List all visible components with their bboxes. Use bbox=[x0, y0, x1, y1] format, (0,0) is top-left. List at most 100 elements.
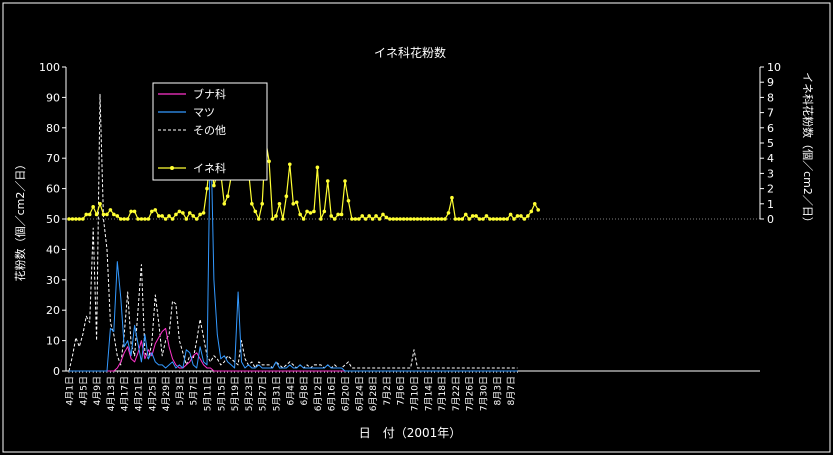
x-tick-label: 8月3日 bbox=[492, 376, 503, 405]
x-axis-label: 日 付（2001年） bbox=[359, 426, 462, 440]
legend-label-buna: ブナ科 bbox=[193, 87, 226, 101]
y-tick-label-right: 0 bbox=[767, 213, 774, 226]
series-ine-point bbox=[501, 217, 506, 221]
legend-label-matsu: マツ bbox=[193, 106, 215, 119]
series-ine-point bbox=[84, 212, 89, 217]
series-matsu-line bbox=[69, 118, 518, 372]
series-ine-point bbox=[267, 159, 271, 164]
x-tick-label: 4月5日 bbox=[78, 376, 89, 405]
series-ine-point bbox=[205, 186, 209, 191]
x-tick-label: 7月14日 bbox=[423, 376, 434, 411]
series-ine-point bbox=[346, 198, 351, 203]
y-tick-label-right: 9 bbox=[767, 76, 774, 89]
series-ine-point bbox=[136, 217, 140, 221]
x-tick-label: 7月30日 bbox=[479, 376, 490, 411]
series-ine-point bbox=[284, 194, 289, 198]
x-tick-label: 5月23日 bbox=[244, 376, 255, 411]
series-ine-point bbox=[394, 217, 399, 221]
y-ticks-left: 0 10 20 30 40 50 60 70 80 90 100 bbox=[39, 61, 66, 378]
series-ine-point bbox=[319, 217, 323, 221]
series-ine-point bbox=[163, 217, 168, 221]
series-ine-point bbox=[301, 217, 306, 221]
x-tick-label: 6月12日 bbox=[313, 376, 324, 411]
series-ine-point bbox=[194, 217, 199, 221]
x-tick-label: 7月6日 bbox=[396, 376, 407, 405]
series-ine-point bbox=[488, 217, 492, 221]
legend-box bbox=[152, 82, 268, 181]
series-ine-point bbox=[115, 214, 120, 218]
series-ine-point bbox=[381, 212, 385, 217]
series-ine-point bbox=[470, 214, 475, 218]
series-ine-point bbox=[481, 217, 485, 221]
series-ine-point bbox=[426, 217, 430, 221]
y-tick-label-left: 90 bbox=[46, 91, 60, 104]
x-tick-label: 7月10日 bbox=[410, 376, 421, 411]
series-ine-point bbox=[146, 217, 151, 221]
y-tick-label-right: 2 bbox=[767, 183, 774, 196]
series-ine-point bbox=[181, 211, 185, 215]
series-ine-point bbox=[122, 217, 126, 221]
x-tick-label: 5月15日 bbox=[216, 376, 227, 411]
y-tick-label-left: 40 bbox=[46, 243, 60, 256]
series-ine-point bbox=[329, 214, 334, 218]
chart-title: イネ科花粉数 bbox=[374, 45, 446, 60]
series-ine-point bbox=[377, 217, 382, 221]
series-ine-point bbox=[474, 214, 478, 218]
series-ine-point bbox=[274, 214, 278, 218]
series-ine-point bbox=[201, 211, 206, 215]
legend-marker-ine bbox=[170, 166, 174, 170]
series-ine-point bbox=[125, 217, 130, 221]
series-ine-point bbox=[391, 217, 396, 221]
series-ine-point bbox=[495, 217, 499, 221]
series-ine-point bbox=[491, 217, 496, 221]
series-ine-point bbox=[150, 209, 154, 214]
series-ine-point bbox=[477, 217, 482, 221]
series-ine-point bbox=[170, 217, 175, 221]
y-tick-label-right: 7 bbox=[767, 107, 774, 120]
x-tick-label: 7月22日 bbox=[451, 376, 462, 411]
series-ine-point bbox=[250, 202, 254, 206]
series-ine-point bbox=[432, 217, 437, 221]
series-ine-point bbox=[512, 217, 516, 221]
x-tick-label: 6月4日 bbox=[285, 376, 296, 405]
series-ine-point bbox=[429, 217, 434, 221]
x-tick-label: 4月21日 bbox=[134, 376, 145, 411]
series-ine-point bbox=[350, 217, 354, 221]
series-ine-point bbox=[156, 214, 161, 218]
series-ine-point bbox=[315, 165, 320, 170]
series-ine-point bbox=[281, 217, 285, 221]
series-ine-point bbox=[370, 217, 375, 221]
series-ine-point bbox=[184, 217, 189, 221]
x-tick-label: 5月27日 bbox=[258, 376, 269, 411]
series-ine-point bbox=[453, 217, 458, 221]
y-tick-label-right: 8 bbox=[767, 91, 774, 104]
series-ine-point bbox=[357, 217, 361, 221]
series-ine-point bbox=[212, 183, 216, 188]
series-ine-point bbox=[198, 212, 202, 217]
series-ine-point bbox=[153, 208, 158, 212]
y-tick-label-left: 80 bbox=[46, 122, 60, 135]
series-ine-point bbox=[360, 214, 365, 218]
legend-label-other: その他 bbox=[193, 124, 226, 137]
series-ine-point bbox=[439, 217, 444, 221]
series-ine-point bbox=[384, 215, 389, 220]
series-ine-point bbox=[108, 208, 113, 212]
series-ine-point bbox=[91, 205, 95, 209]
series-ine-point bbox=[70, 217, 75, 221]
series-ine-point bbox=[353, 217, 358, 221]
series-ine-point bbox=[101, 212, 106, 217]
series-ine-point bbox=[312, 209, 316, 214]
series-ine-point bbox=[160, 214, 164, 218]
series-ine-point bbox=[325, 179, 330, 183]
y-tick-label-right: 5 bbox=[767, 137, 774, 150]
series-ine-point bbox=[260, 202, 265, 206]
series-ine-point bbox=[322, 209, 327, 214]
x-tick-label: 7月26日 bbox=[465, 376, 476, 411]
series-ine-point bbox=[374, 214, 378, 218]
x-tick-label: 5月19日 bbox=[230, 376, 241, 411]
series-ine-point bbox=[294, 200, 299, 205]
y-tick-label-right: 4 bbox=[767, 152, 774, 165]
